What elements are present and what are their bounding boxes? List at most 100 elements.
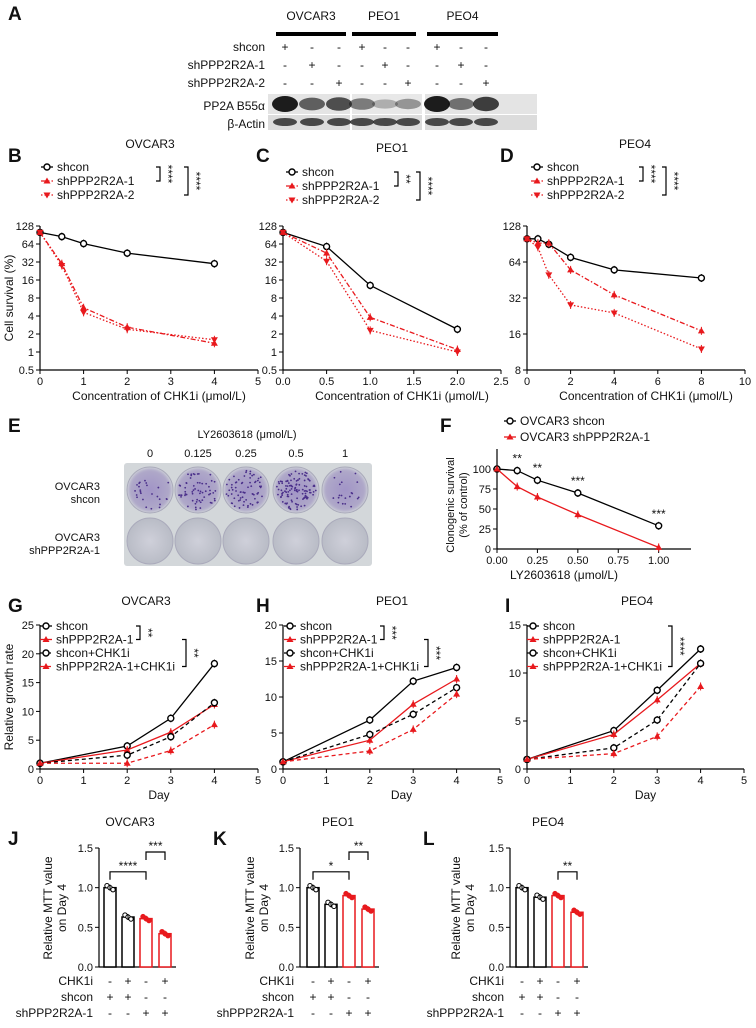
colony-dot [293,477,296,480]
colony-dot [142,498,144,501]
colony-dot [189,477,192,479]
marker-circle [506,417,514,425]
data-point [128,916,134,922]
chart-G: 0 1 2 3 4 5 0 5 10 15 20 25 OVCAR3 Day Relative growth… [2,594,261,802]
colony-dot [338,494,341,497]
marker-triangle-up [610,750,618,757]
series-line-shPPP2R2A-1+CHK1i [282,693,458,763]
colony-dot [158,506,161,509]
colony-dot [214,490,217,492]
condition-sign: - [163,990,167,1004]
y-tick-label: 64 [509,257,521,269]
marker-triangle-up [493,465,501,472]
colony-dot [156,495,159,498]
x-tick-label: 1 [81,376,87,388]
x-tick-label: 0 [524,775,530,787]
marker-triangle-up [697,327,705,334]
data-point [577,911,583,917]
bar [533,896,547,968]
colony-dot [208,493,210,496]
sign-minus: - [310,76,314,90]
y-tick-label: 0.0 [78,962,93,974]
colony-dot [212,491,215,494]
y-tick-label: 1.5 [78,843,93,855]
marker-triangle-down [80,309,88,316]
y-axis-label: Relative growth rate [2,643,16,750]
x-tick-label: 0.5 [319,376,334,388]
legend-label: shPPP2R2A-1+CHK1i [543,660,662,674]
colony-dot [256,479,259,482]
marker-circle [529,622,537,630]
colony-dot [251,493,254,495]
sign-plus: + [404,76,411,90]
colony-dot [201,499,204,502]
condition-label: shPPP2R2A-1 [217,1006,295,1020]
colony-dot [151,493,153,495]
colony-dot [280,489,283,492]
data-point [368,908,374,914]
x-tick-label: 10 [739,376,751,388]
series-line-shPPP2R2A-1+CHK1i [40,724,215,764]
bar [139,917,153,968]
colony-dot [287,482,290,484]
bar [551,894,565,968]
sign-minus: - [406,40,410,54]
panel-letter-E: E [8,416,21,437]
colony-well-shcon [126,466,174,514]
colony-dot [165,498,168,501]
x-tick-label: 1.0 [363,376,378,388]
marker-triangle-up [366,736,374,743]
colony-dot [139,490,142,493]
colony-dot [301,472,304,475]
x-tick-label: 5 [741,775,747,787]
significance-label: ** [187,648,201,658]
marker-circle [654,522,663,530]
colony-dot [210,502,213,504]
legend-label: shPPP2R2A-1 [57,174,135,188]
y-tick-label: 50 [479,504,491,516]
colony-dot [185,481,188,484]
colony-dot [295,483,298,486]
condition-sign: + [536,990,543,1004]
marker-triangle-up [506,433,514,440]
colony-dot [356,497,359,500]
legend-label: shPPP2R2A-1+CHK1i [56,660,175,674]
significance-label: ** [513,452,523,466]
colony-dot [286,479,289,482]
series-line-shcon [39,231,215,265]
colony-dot [213,480,216,483]
marker-triangle-up [610,730,618,737]
panel-letter-L: L [423,829,435,850]
sign-plus: + [358,40,365,54]
colony-well-sh1 [222,517,270,565]
y-tick-label: 1.5 [279,843,294,855]
colony-dot [303,474,306,477]
marker-triangle-down [523,236,531,243]
colony-dot [251,474,254,477]
significance-label: *** [652,507,666,521]
colony-dot [190,473,193,476]
colony-dot [333,476,336,479]
legend-label: shcon [547,160,579,174]
legend-label: shPPP2R2A-1 [302,179,380,193]
condition-sign: + [124,990,131,1004]
chart-title: PEO4 [532,815,564,829]
condition-sign: - [144,990,148,1004]
colony-row-label: OVCAR3 [55,532,100,544]
x-tick-label: 8 [698,376,704,388]
marker-triangle-down [453,349,461,356]
marker-circle [210,259,219,268]
colony-dot [239,497,242,499]
condition-sign: - [366,990,370,1004]
row-label: shPPP2R2A-1 [188,58,266,72]
colony-dot [303,485,306,487]
marker-circle [42,649,50,657]
colony-dot [259,476,262,479]
colony-dot [233,497,236,500]
data-point [349,894,355,901]
sign-minus: - [484,58,488,72]
row-label: shcon [233,40,265,54]
x-tick-label: 3 [410,775,416,787]
y-tick-label: 0.5 [19,365,34,377]
marker-circle [42,622,50,630]
